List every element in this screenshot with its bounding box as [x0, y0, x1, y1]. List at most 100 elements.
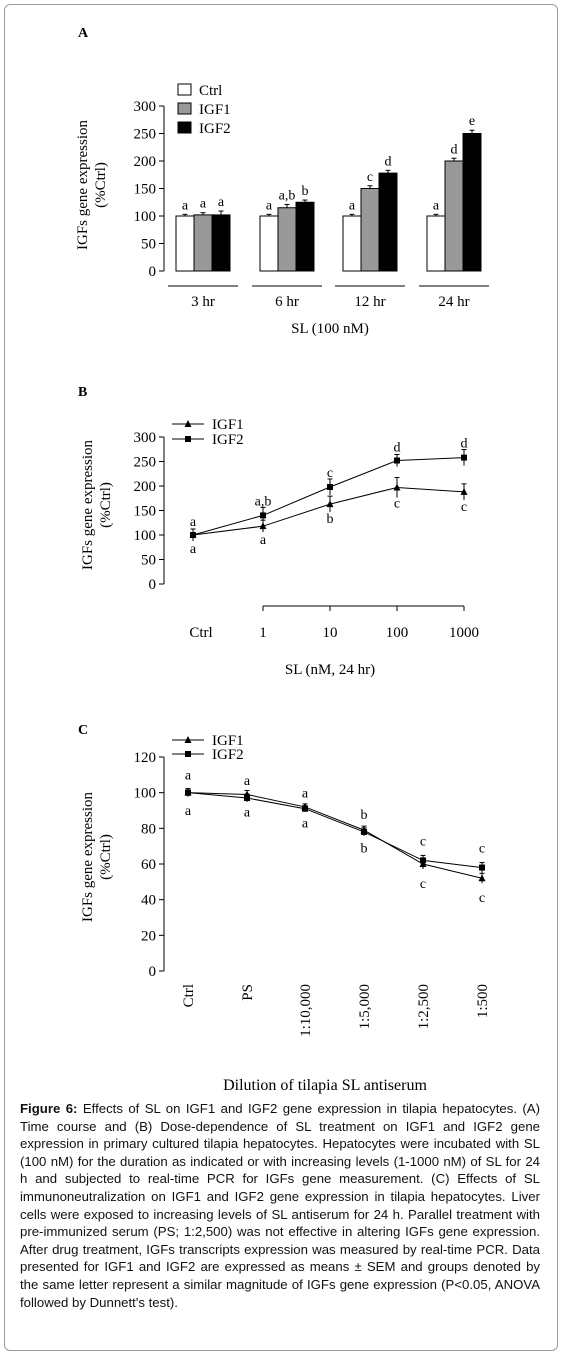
figure-caption: Figure 6: Effects of SL on IGF1 and IGF2… — [20, 1100, 540, 1311]
panel-b-data-point — [460, 487, 468, 495]
panel-c-significance-letter: a — [244, 774, 251, 789]
panel-a-y-tick-label: 0 — [149, 264, 157, 280]
panel-a-x-axis-label: SL (100 nM) — [291, 321, 369, 337]
panel-b-data-point — [461, 454, 467, 461]
panel-c-significance-letter: c — [479, 891, 485, 906]
panel-c-data-point — [478, 874, 486, 882]
panel-c-significance-letter: c — [420, 835, 426, 850]
panel-b-legend-label: IGF2 — [212, 432, 244, 448]
panel-a-category-label: 12 hr — [354, 294, 385, 310]
panel-c-y-axis-label: IGFs gene expression (%Ctrl) — [80, 792, 114, 922]
panel-a-significance-letter: c — [367, 170, 373, 185]
panel-b-y-tick-label: 200 — [134, 479, 157, 495]
panel-a-y-tick-label: 150 — [134, 182, 157, 198]
panel-a-y-tick-label: 50 — [141, 237, 156, 253]
panel-a-bar — [342, 215, 362, 272]
caption-label: Figure 6: — [20, 1101, 78, 1116]
panel-c-data-point — [185, 789, 191, 796]
panel-b-data-point — [259, 522, 267, 530]
panel-b-significance-letter: d — [461, 437, 468, 452]
panel-b-y-tick-label: 300 — [134, 430, 157, 446]
panel-a-bar — [360, 188, 380, 272]
panel-c-significance-letter: c — [420, 877, 426, 892]
panel-b-x-tick-label: 1000 — [449, 625, 479, 641]
panel-b-data-point — [327, 483, 333, 490]
panel-c-data-point — [302, 805, 308, 812]
panel-b-y-tick-label: 50 — [141, 553, 156, 569]
panel-c-data-point — [244, 795, 250, 802]
panel-c-x-tick-label: 1:500 — [475, 984, 491, 1018]
panel-a-legend-swatch — [177, 83, 192, 96]
panel-c-x-tick-label: 1:10,000 — [298, 984, 314, 1037]
panel-a-legend-swatch — [177, 121, 192, 134]
panel-b-significance-letter: c — [394, 496, 400, 511]
panel-a-significance-letter: a — [266, 198, 273, 213]
panel-c-x-tick-label: 1:5,000 — [357, 984, 373, 1029]
panel-c-y-tick-label: 120 — [134, 750, 157, 766]
panel-b-x-axis-label: SL (nM, 24 hr) — [285, 662, 375, 678]
panel-c-significance-letter: a — [302, 816, 309, 831]
panel-c-significance-letter: a — [244, 806, 251, 821]
panel-a-significance-letter: a — [349, 198, 356, 213]
panel-label-b: B — [78, 385, 87, 400]
panel-c-significance-letter: b — [361, 841, 368, 856]
panel-label-c: C — [78, 723, 88, 738]
panel-c-y-tick-label: 100 — [134, 786, 157, 802]
panel-b-data-point — [260, 512, 266, 519]
panel-a-bar — [277, 207, 297, 272]
panel-a-legend-label: Ctrl — [199, 83, 222, 99]
panel-a-legend-swatch — [177, 102, 192, 115]
panel-c-legend-label: IGF2 — [212, 747, 244, 763]
panel-b-data-point — [326, 500, 334, 508]
panel-a-bar — [426, 215, 446, 272]
panel-a-significance-letter: a — [200, 197, 207, 212]
panel-a-bar — [378, 172, 398, 272]
panel-c-y-tick-label: 20 — [141, 928, 156, 944]
panel-c-series-line — [187, 792, 483, 879]
panel-b-significance-letter: b — [327, 512, 334, 527]
panel-b-significance-letter: a — [260, 533, 267, 548]
panel-b-data-point — [393, 483, 401, 491]
panel-a-y-axis-label: IGFs gene expression (%Ctrl) — [75, 120, 109, 250]
panel-b-significance-letter: a — [190, 542, 197, 557]
panel-b-x-tick-label: 100 — [386, 625, 409, 641]
panel-b-y-tick-label: 100 — [134, 528, 157, 544]
panel-a-bar — [462, 133, 482, 272]
panel-label-a: A — [78, 26, 89, 41]
panel-a-significance-letter: a,b — [279, 188, 296, 203]
panel-c-significance-letter: a — [302, 786, 309, 801]
panel-c-legend-marker — [184, 736, 192, 743]
panel-b-data-point — [190, 532, 196, 538]
panel-b-y-tick-label: 0 — [149, 577, 157, 593]
panel-c-data-point — [420, 857, 426, 864]
panel-c-y-tick-label: 40 — [141, 893, 156, 909]
panel-c-legend-marker — [185, 751, 191, 757]
panel-b-legend-marker — [184, 420, 192, 427]
panel-b-y-tick-label: 150 — [134, 504, 157, 520]
panel-a-significance-letter: a — [433, 198, 440, 213]
panel-a-y-tick-label: 200 — [134, 154, 157, 170]
panel-a-legend-label: IGF1 — [199, 102, 231, 118]
panel-c-significance-letter: c — [479, 842, 485, 857]
panel-a-legend-label: IGF2 — [199, 121, 231, 137]
panel-a-category-label: 3 hr — [191, 294, 215, 310]
panel-a-significance-letter: b — [302, 184, 309, 199]
panel-a-y-tick-label: 300 — [134, 99, 157, 115]
panel-b-significance-letter: c — [327, 466, 333, 481]
panel-c-series-line — [187, 792, 483, 869]
panel-a-y-tick-label: 100 — [134, 209, 157, 225]
panel-a-significance-letter: d — [385, 154, 392, 169]
panel-b-x-tick-label: Ctrl — [189, 625, 212, 641]
panel-a-significance-letter: d — [451, 142, 458, 157]
panel-a-category-label: 24 hr — [438, 294, 469, 310]
panel-c-y-tick-label: 0 — [149, 964, 157, 980]
caption-text: Effects of SL on IGF1 and IGF2 gene expr… — [20, 1101, 540, 1310]
panel-a-bar — [211, 214, 231, 272]
panel-a-bar — [193, 214, 213, 272]
panel-c-significance-letter: b — [361, 808, 368, 823]
panel-a-significance-letter: e — [469, 114, 475, 129]
panel-c-x-tick-label: 1:2,500 — [416, 984, 432, 1029]
panel-b-data-point — [394, 457, 400, 464]
panel-b-significance-letter: a — [190, 515, 197, 530]
